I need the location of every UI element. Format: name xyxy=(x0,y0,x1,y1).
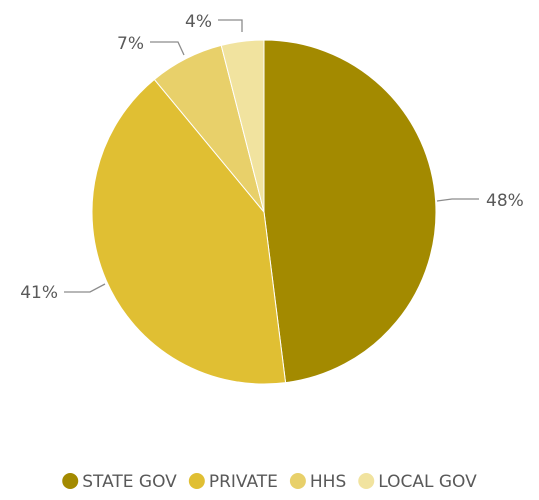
leader-line-state-gov xyxy=(436,198,479,202)
pie-slices xyxy=(91,39,437,385)
leader-line-private xyxy=(64,283,106,293)
legend-label-hhs: HHS xyxy=(310,472,346,492)
leader-lines xyxy=(64,19,479,293)
legend-label-state-gov: STATE GOV xyxy=(82,472,177,492)
legend-label-private: PRIVATE xyxy=(209,472,278,492)
data-labels: 48% 41% 7% 4% xyxy=(20,12,524,303)
leader-line-local-gov xyxy=(218,19,243,32)
legend-marker-private xyxy=(188,473,205,489)
legend-item-local-gov: LOCAL GOV xyxy=(358,472,477,492)
legend-item-state-gov: STATE GOV xyxy=(62,472,177,492)
pie-slice-local-gov xyxy=(220,39,265,213)
legend-marker-local-gov xyxy=(358,473,375,489)
legend-marker-state-gov xyxy=(62,473,79,489)
legend-label-local-gov: LOCAL GOV xyxy=(378,472,477,492)
legend-marker-hhs xyxy=(289,473,306,489)
data-label-private: 41% xyxy=(20,283,58,303)
legend: STATE GOV PRIVATE HHS LOCAL GOV xyxy=(62,472,477,492)
data-label-hhs: 7% xyxy=(117,34,144,54)
data-label-state-gov: 48% xyxy=(486,191,524,211)
data-label-local-gov: 4% xyxy=(185,12,212,32)
legend-item-private: PRIVATE xyxy=(188,472,278,492)
pie-slice-state-gov xyxy=(263,39,437,384)
pie-slice-private xyxy=(91,78,287,385)
legend-item-hhs: HHS xyxy=(289,472,346,492)
leader-line-hhs xyxy=(150,41,185,56)
